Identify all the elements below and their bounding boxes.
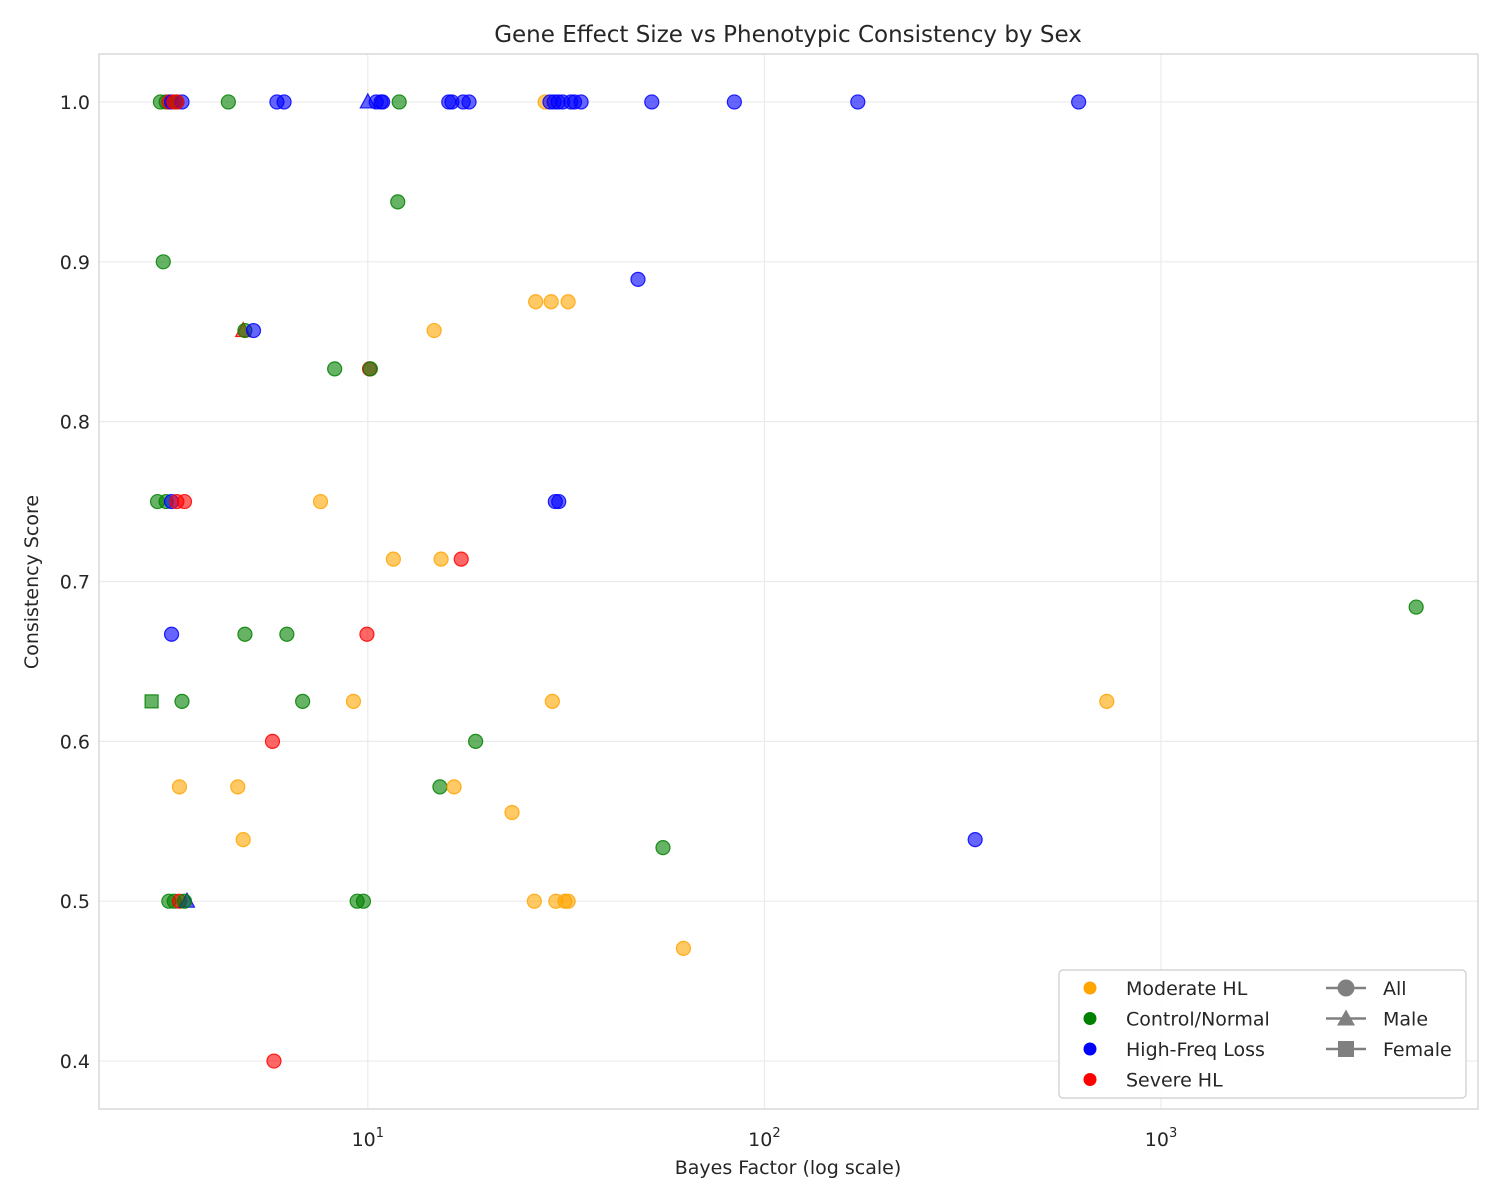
circle-icon [1337, 979, 1355, 997]
legend-label-group: Severe HL [1126, 1070, 1223, 1092]
legend-label-group: High-Freq Loss [1126, 1039, 1265, 1061]
y-tick-label: 0.6 [60, 731, 90, 753]
data-point [573, 94, 589, 110]
data-point [1408, 599, 1424, 615]
data-point [630, 271, 646, 287]
data-point [655, 840, 671, 856]
y-tick-label: 0.8 [60, 412, 90, 434]
plot-frame [98, 53, 1479, 1110]
data-point [560, 294, 576, 310]
data-point [1071, 94, 1087, 110]
data-point [237, 626, 253, 642]
data-point [385, 551, 401, 567]
data-point [355, 893, 372, 909]
data-point [432, 779, 448, 795]
x-tick-exponent: 3 [1169, 1126, 1177, 1141]
data-points [144, 92, 1424, 1069]
data-point [169, 94, 185, 110]
data-point [235, 832, 251, 848]
legend: Moderate HL Control/Normal High-Freq Loss S… [1058, 969, 1467, 1099]
data-point [967, 832, 983, 848]
square-icon [1338, 1041, 1354, 1057]
data-point [375, 94, 391, 110]
legend-marker-group [1083, 1012, 1097, 1025]
legend-label-group: Moderate HL [1126, 978, 1248, 1000]
data-point [362, 361, 378, 377]
data-point [433, 551, 449, 567]
data-point [468, 733, 484, 749]
data-point [230, 779, 246, 795]
data-point [359, 626, 375, 642]
data-point [155, 254, 171, 270]
data-point [171, 779, 188, 795]
data-point [426, 322, 442, 339]
data-point [345, 693, 362, 709]
y-tick-label: 0.4 [60, 1051, 90, 1073]
x-tick-exponent: 2 [772, 1126, 780, 1141]
x-tick-base: 10 [748, 1129, 772, 1151]
data-point [295, 693, 311, 709]
y-tick-label: 0.9 [60, 252, 90, 274]
x-tick-label: 102 [748, 1126, 780, 1151]
chart-title: Gene Effect Size vs Phenotypic Consisten… [494, 22, 1082, 48]
legend-label-group: Control/Normal [1126, 1009, 1270, 1031]
data-point [551, 493, 567, 510]
data-point [560, 893, 576, 909]
data-point [543, 294, 559, 310]
legend-marker-group [1083, 1042, 1097, 1056]
data-point [726, 94, 742, 110]
data-point [675, 940, 692, 956]
x-tick-base: 10 [352, 1129, 376, 1151]
data-point [461, 94, 477, 110]
data-point [504, 804, 520, 821]
data-point [327, 361, 343, 377]
data-point [245, 322, 262, 339]
y-tick-label: 1.0 [60, 92, 90, 114]
data-point [176, 893, 193, 909]
x-tick-label: 103 [1145, 1126, 1177, 1151]
legend-label-sex: Female [1383, 1039, 1452, 1061]
data-point [266, 1053, 282, 1069]
data-point [1099, 693, 1115, 709]
y-tick-label: 0.5 [60, 891, 90, 913]
x-tick-label: 101 [352, 1126, 384, 1151]
x-axis-ticks: 101 102 103 [352, 1126, 1178, 1151]
x-axis-label: Bayes Factor (log scale) [675, 1157, 902, 1179]
legend-label-sex: All [1383, 978, 1407, 1000]
data-point [850, 94, 866, 110]
y-tick-label: 0.7 [60, 572, 90, 594]
data-point [279, 626, 295, 642]
legend-marker-group [1083, 981, 1097, 995]
data-point [453, 551, 469, 567]
data-point-female [144, 694, 159, 709]
data-point [544, 693, 560, 709]
data-point [220, 94, 236, 110]
data-point [312, 493, 329, 510]
triangle-icon [1337, 1009, 1355, 1026]
data-point [391, 94, 407, 110]
data-point [644, 94, 660, 110]
x-tick-base: 10 [1145, 1129, 1169, 1151]
y-axis-label: Consistency Score [21, 495, 43, 669]
legend-marker-group [1083, 1073, 1097, 1086]
x-tick-exponent: 1 [376, 1126, 384, 1141]
data-point [163, 626, 180, 642]
data-point [390, 194, 406, 210]
legend-box [1058, 969, 1467, 1099]
data-point [276, 94, 292, 110]
y-axis-ticks: 0.4 0.5 0.6 0.7 0.8 0.9 1.0 [60, 92, 90, 1073]
data-point [526, 893, 542, 909]
data-point [176, 493, 193, 510]
data-point [174, 693, 190, 709]
legend-label-sex: Male [1383, 1009, 1428, 1031]
data-point [528, 294, 544, 310]
data-point [446, 779, 462, 795]
data-point [264, 733, 281, 749]
